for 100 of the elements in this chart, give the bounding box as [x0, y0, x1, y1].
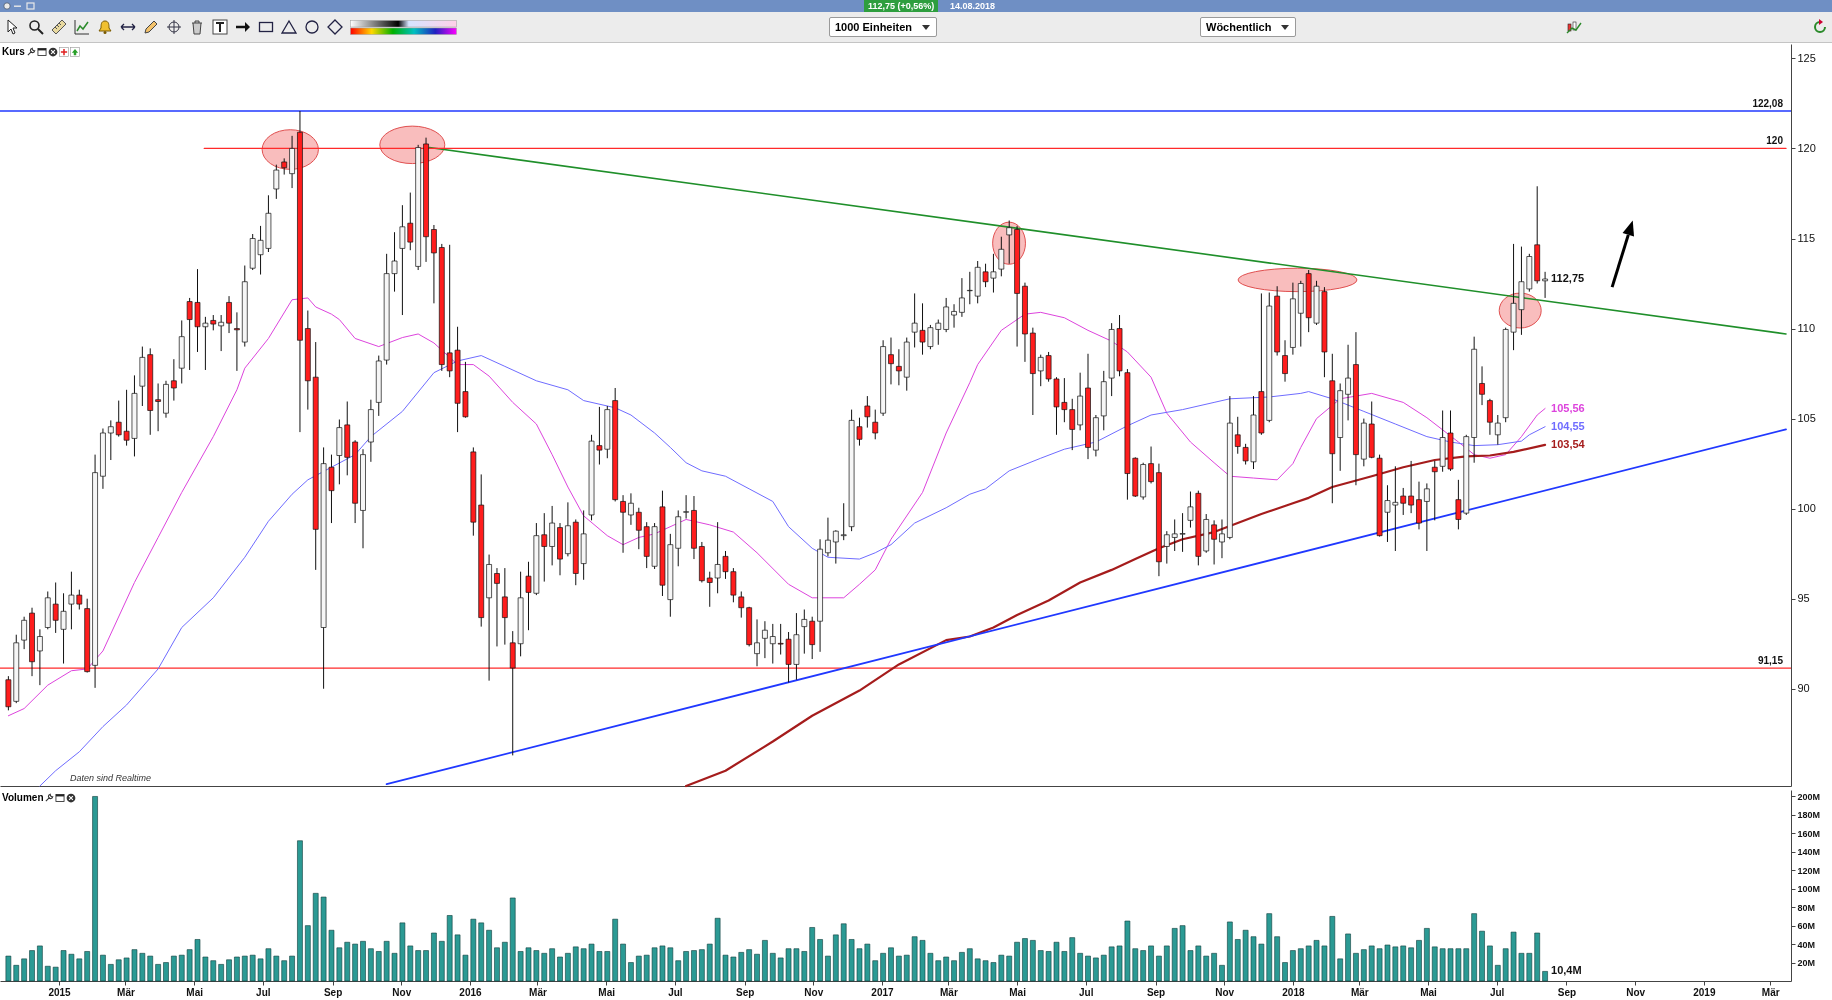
bar: [1274, 936, 1280, 982]
bar: [762, 940, 768, 982]
bar: [1337, 958, 1343, 982]
candlestick: [683, 494, 689, 520]
bar: [1140, 950, 1146, 982]
x-tick-label: Mär: [529, 986, 547, 998]
candlestick: [1211, 519, 1217, 565]
x-tick-label: 2017: [871, 986, 895, 998]
bar: [628, 962, 634, 982]
bar: [1219, 965, 1225, 982]
bar: [825, 955, 831, 982]
candlestick: [769, 623, 776, 665]
ref-line-label: 122,08: [1752, 98, 1784, 109]
bar: [352, 943, 358, 982]
bar: [1408, 947, 1414, 982]
candlestick: [825, 517, 831, 557]
bar: [769, 953, 776, 982]
candlestick: [1408, 460, 1414, 514]
bar: [226, 959, 232, 982]
bar: [833, 934, 839, 982]
bar: [1022, 938, 1028, 982]
candlestick: [738, 591, 745, 619]
bar: [486, 929, 492, 982]
chart-title: Volumen: [2, 791, 44, 804]
bar: [1416, 940, 1422, 982]
x-tick-label: Mär: [940, 986, 958, 998]
bar: [1148, 945, 1154, 982]
bar: [415, 950, 421, 982]
bar: [572, 946, 579, 982]
bar: [1361, 949, 1367, 982]
bar: [163, 962, 169, 982]
bar: [478, 922, 485, 982]
bar: [699, 949, 705, 982]
bar: [1093, 957, 1099, 982]
bar: [951, 960, 957, 982]
dropdown: Wöchentlich: [1200, 17, 1297, 37]
bar: [754, 953, 760, 982]
x-tick-label: Jul: [1489, 986, 1505, 998]
bar: [896, 955, 902, 982]
bar: [1479, 930, 1485, 982]
x-tick-label: Nov: [1215, 986, 1235, 998]
x-tick-label: Jul: [668, 986, 683, 998]
candlestick: [218, 314, 224, 352]
y-tick-label: 105: [1797, 412, 1816, 425]
bar: [557, 956, 563, 982]
candlestick: [226, 295, 232, 334]
bar: [809, 927, 815, 982]
candlestick: [888, 337, 894, 385]
x-tick-label: Mai: [1420, 986, 1438, 998]
bar: [565, 953, 571, 982]
bar: [943, 956, 949, 982]
candlestick: [1163, 530, 1170, 565]
candlestick: [1219, 518, 1225, 559]
y-tick-label: 40M: [1797, 939, 1816, 950]
candlestick: [998, 236, 1005, 277]
candlestick: [801, 609, 808, 655]
y-tick-label: 200M: [1797, 791, 1821, 802]
candlestick: [840, 502, 847, 541]
candlestick: [1494, 414, 1501, 446]
y-tick-label: 120: [1797, 141, 1816, 154]
x-tick-label: Nov: [804, 986, 824, 998]
candlestick: [762, 620, 768, 659]
bar: [92, 796, 98, 982]
candlestick: [951, 303, 957, 329]
candlestick: [943, 297, 950, 333]
bar: [1424, 928, 1430, 982]
bar: [1290, 950, 1296, 982]
bar: [1006, 955, 1012, 982]
bar: [683, 951, 689, 982]
bar: [880, 953, 886, 982]
candlestick: [273, 164, 280, 200]
x-tick-label: Jul: [1079, 986, 1094, 998]
y-tick-label: 110: [1797, 322, 1816, 335]
bar: [1495, 965, 1501, 982]
dropdown: 1000 Einheiten: [829, 17, 938, 37]
bar: [1030, 940, 1036, 982]
annotation: 10,4M: [1551, 964, 1582, 977]
candlestick: [966, 271, 973, 305]
bar: [1164, 945, 1170, 982]
candlestick: [155, 382, 161, 432]
x-tick-label: Mai: [186, 986, 204, 998]
x-tick-label: Sep: [323, 986, 343, 998]
candlestick: [431, 224, 437, 304]
bar: [1227, 921, 1233, 982]
bar: [297, 840, 303, 982]
candlestick: [1542, 271, 1548, 299]
chart-title: Kurs: [2, 45, 25, 58]
bar: [147, 955, 154, 982]
candlestick: [1424, 482, 1430, 552]
bar: [1211, 953, 1217, 982]
bar: [1542, 971, 1548, 982]
bar: [691, 950, 697, 982]
candlestick: [1479, 365, 1485, 406]
bar: [1203, 955, 1210, 982]
bar: [281, 960, 287, 982]
candlestick: [1416, 481, 1422, 530]
bar: [549, 948, 555, 982]
bar: [1282, 962, 1288, 982]
data-label: 104,55: [1551, 419, 1585, 432]
bar: [612, 918, 618, 982]
